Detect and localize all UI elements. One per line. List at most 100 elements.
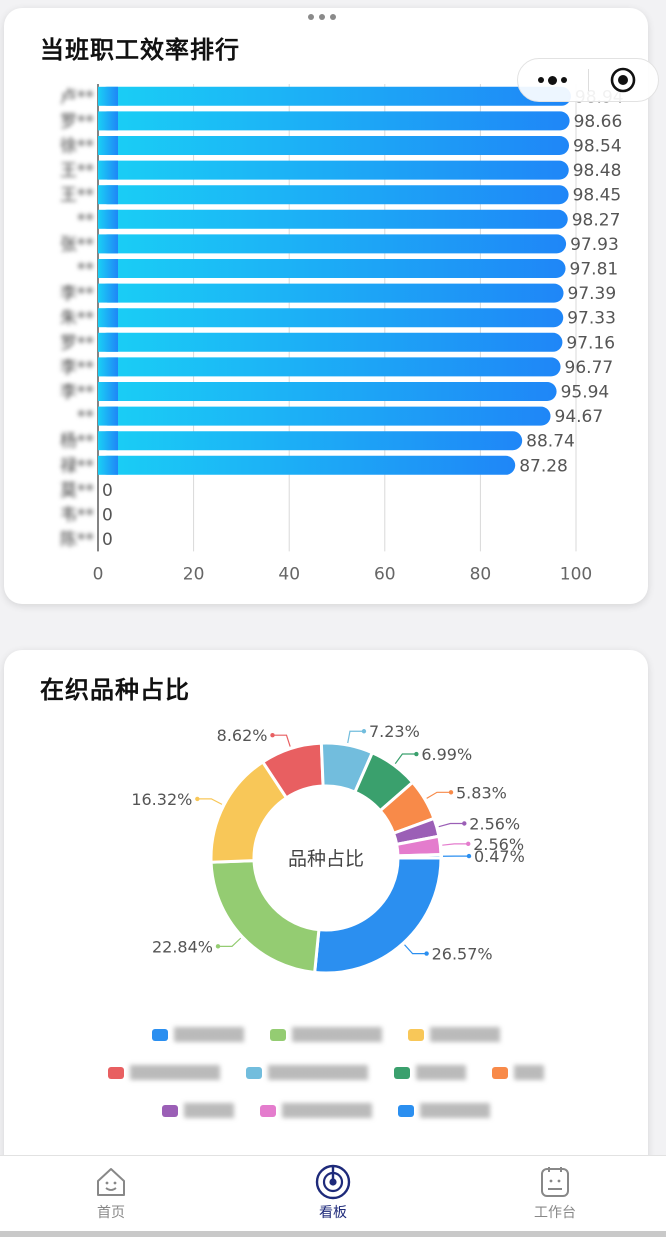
more-dots-icon[interactable]	[518, 59, 588, 101]
slice-leader-line	[347, 730, 364, 744]
legend-item[interactable]: ▒▒▒▒▒	[393, 1066, 466, 1081]
efficiency-bar-chart: 02040608010098.94卢**98.66罗**98.54徐**98.4…	[60, 84, 624, 584]
efficiency-bar	[98, 185, 569, 205]
x-tick-label: 60	[374, 564, 396, 584]
slice-leader-dot	[424, 951, 429, 956]
employee-name-label: 罗**	[60, 333, 94, 353]
slice-leader-line	[442, 843, 469, 846]
bottom-edge-bar	[0, 1231, 666, 1237]
slice-percent-label: 26.57%	[432, 945, 493, 964]
legend-color-marker	[393, 1067, 410, 1079]
bar-value-label: 0	[102, 530, 113, 550]
slice-leader-dot	[195, 796, 200, 802]
legend-item[interactable]: ▒▒▒▒▒▒▒▒▒	[108, 1066, 220, 1081]
legend-color-marker	[152, 1029, 169, 1041]
efficiency-bar	[98, 160, 569, 180]
employee-name-label: 李**	[60, 358, 94, 378]
tab-dashboard[interactable]: 看板	[222, 1156, 444, 1231]
legend-row: ▒▒▒▒▒▒▒▒▒ ▒▒▒▒▒▒▒▒▒▒ ▒▒▒▒▒ ▒▒▒	[4, 1054, 648, 1092]
efficiency-card-title: 当班职工效率排行	[40, 36, 240, 64]
legend-color-marker	[270, 1029, 286, 1041]
efficiency-bar	[98, 86, 571, 106]
legend-label: ▒▒▒▒▒▒▒	[420, 1103, 490, 1119]
tab-home[interactable]: 首页	[0, 1156, 222, 1231]
slice-percent-label: 2.56%	[473, 835, 524, 854]
employee-name-label: 禄**	[60, 456, 94, 476]
employee-name-label: **	[77, 407, 94, 427]
legend-color-marker	[246, 1067, 262, 1079]
employee-name-label: 韦**	[60, 506, 94, 526]
employee-name-label: 罗**	[60, 112, 94, 132]
legend-label: ▒▒▒▒▒▒▒▒▒	[282, 1103, 372, 1119]
slice-percent-label: 22.84%	[152, 937, 213, 956]
efficiency-bar-start	[98, 234, 118, 254]
efficiency-bar-start	[98, 160, 118, 180]
legend-color-marker	[407, 1029, 424, 1041]
variety-card-title: 在织品种占比	[40, 676, 190, 704]
slice-leader-dot	[361, 729, 367, 734]
legend-item[interactable]: ▒▒▒▒▒▒▒	[152, 1028, 244, 1043]
legend-label: ▒▒▒▒▒▒▒▒▒	[292, 1027, 382, 1043]
slice-leader-line	[272, 734, 291, 747]
x-tick-label: 20	[183, 564, 205, 584]
tab-home-label: 首页	[97, 1205, 125, 1221]
efficiency-bar-start	[98, 185, 118, 205]
home-icon	[93, 1164, 129, 1200]
legend-item[interactable]: ▒▒▒	[491, 1065, 544, 1081]
bar-value-label: 97.39	[568, 284, 617, 304]
slice-leader-dot	[270, 732, 275, 738]
efficiency-bar-start	[98, 209, 118, 229]
slice-leader-line	[394, 753, 417, 765]
mini-program-capsule	[517, 58, 659, 102]
legend-color-marker	[260, 1105, 277, 1117]
bar-value-label: 88.74	[526, 432, 575, 452]
legend-color-marker	[398, 1105, 414, 1117]
efficiency-bar-start	[98, 431, 118, 451]
slice-leader-line	[197, 798, 223, 805]
dashboard-icon	[315, 1164, 351, 1200]
efficiency-bar	[98, 136, 570, 155]
legend-item[interactable]: ▒▒▒▒▒▒▒▒▒	[260, 1104, 372, 1119]
efficiency-bar	[98, 259, 566, 278]
slice-leader-line	[217, 937, 242, 947]
employee-name-label: 王**	[60, 161, 94, 181]
tab-workbench[interactable]: 工作台	[444, 1156, 666, 1231]
legend-label: ▒▒▒	[513, 1065, 544, 1081]
variety-donut-chart: 26.57% 22.84% 16.32% 8.62% 7.23%6.99% 5.83% 2.…	[131, 722, 525, 975]
x-tick-label: 100	[560, 564, 592, 584]
efficiency-bar	[98, 332, 563, 352]
employee-name-label: 卢**	[60, 87, 94, 107]
efficiency-bar	[98, 234, 567, 254]
efficiency-bar	[98, 455, 516, 475]
efficiency-bar	[98, 382, 557, 401]
legend-color-marker	[108, 1067, 125, 1079]
x-tick-label: 80	[470, 564, 492, 584]
x-tick-label: 0	[93, 564, 104, 584]
efficiency-bar-start	[98, 86, 118, 106]
slice-leader-dot	[466, 841, 471, 847]
legend-label: ▒▒▒▒▒▒▒▒▒	[130, 1065, 220, 1081]
legend-item[interactable]: ▒▒▒▒▒▒▒	[407, 1028, 500, 1043]
employee-name-label: 徐**	[60, 137, 94, 157]
target-circle-icon[interactable]	[589, 59, 659, 101]
donut-slice	[313, 856, 443, 975]
donut-slice	[396, 853, 443, 860]
legend-label: ▒▒▒▒▒▒▒	[174, 1027, 244, 1043]
workbench-icon	[537, 1164, 573, 1200]
slice-leader-line	[438, 822, 465, 828]
donut-center-label: 品种占比	[288, 848, 364, 870]
legend-label: ▒▒▒▒▒	[184, 1103, 235, 1119]
bottom-tab-bar: 首页 看板 工作台	[0, 1155, 666, 1231]
legend-label: ▒▒▒▒▒▒▒▒▒▒	[268, 1065, 368, 1081]
legend-item[interactable]: ▒▒▒▒▒	[162, 1104, 234, 1119]
employee-name-label: 陈**	[60, 530, 94, 550]
employee-name-label: 李**	[60, 284, 94, 304]
employee-name-label: 王**	[60, 186, 94, 206]
employee-name-label: 张**	[60, 235, 94, 255]
bar-value-label: 98.48	[573, 161, 622, 181]
legend-item[interactable]: ▒▒▒▒▒▒▒	[398, 1104, 490, 1119]
slice-percent-label: 5.83%	[456, 783, 507, 802]
employee-name-label: 朱**	[60, 309, 94, 329]
legend-item[interactable]: ▒▒▒▒▒▒▒▒▒	[270, 1028, 382, 1043]
legend-item[interactable]: ▒▒▒▒▒▒▒▒▒▒	[246, 1066, 368, 1081]
